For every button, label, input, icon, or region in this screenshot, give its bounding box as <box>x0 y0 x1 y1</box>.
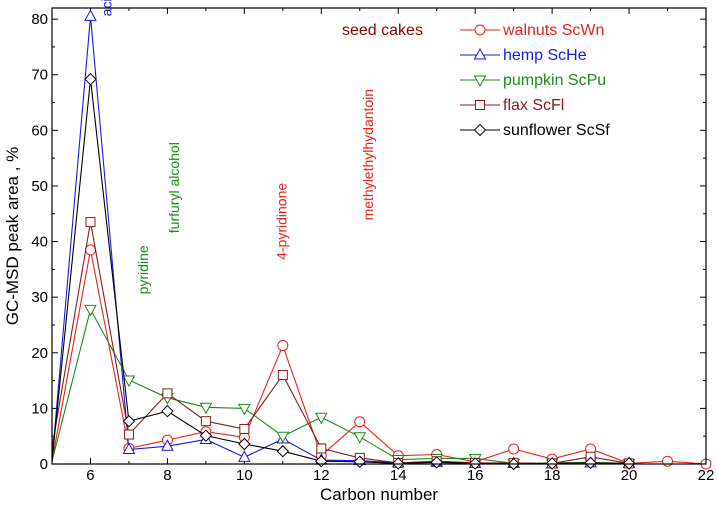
annotation-label: furfuryl alcohol <box>166 142 182 233</box>
data-point <box>123 429 134 440</box>
data-point <box>277 370 288 381</box>
annotation-label: 4-pyridinone <box>274 183 290 260</box>
data-point <box>122 442 136 455</box>
data-point <box>314 412 328 425</box>
data-point <box>475 100 485 110</box>
legend-entry: flax ScFl <box>460 97 564 114</box>
data-point <box>84 9 97 21</box>
annotations: acid acetic pyridine furfuryl alcohol 4-pyr… <box>99 0 377 294</box>
data-point <box>84 72 97 86</box>
data-point <box>238 450 251 462</box>
legend-entry: walnuts ScWn <box>460 22 604 39</box>
legend-title: seed cakes <box>342 22 423 39</box>
data-point <box>161 439 174 451</box>
legend-label: sunflower ScSf <box>503 122 610 139</box>
y-tick-label: 60 <box>31 122 48 139</box>
data-point <box>122 375 136 388</box>
annotation-label: methylethylhydantoin <box>360 89 376 221</box>
y-tick-label: 20 <box>31 345 48 362</box>
x-tick-label: 12 <box>313 467 330 484</box>
y-tick-label: 0 <box>40 456 48 473</box>
data-point <box>200 416 211 427</box>
y-tick-label: 10 <box>31 400 48 417</box>
data-point <box>239 423 250 434</box>
series-line <box>51 307 630 464</box>
data-point <box>85 217 96 228</box>
legend-entry: hemp ScHe <box>460 47 587 64</box>
y-axis-title: GC-MSD peak area , % <box>3 147 22 326</box>
tick-labels: 6 8 10 12 14 16 18 20 22 0 10 20 30 40 50 60 70 80 <box>31 11 714 484</box>
data-point <box>354 416 366 428</box>
series-line <box>51 249 707 465</box>
data-point <box>238 403 251 416</box>
x-tick-label: 8 <box>163 467 171 484</box>
data-point <box>276 445 290 458</box>
data-point <box>473 123 487 137</box>
legend: seed cakes walnuts ScWn hemp ScHe pumpkin … <box>342 22 610 139</box>
y-tick-label: 30 <box>31 289 48 306</box>
legend-label: hemp ScHe <box>503 47 587 64</box>
data-point <box>84 304 97 317</box>
x-tick-label: 10 <box>236 467 253 484</box>
data-point <box>508 443 520 455</box>
data-point <box>430 456 443 469</box>
data-point <box>276 431 290 444</box>
data-point <box>353 432 367 444</box>
data-point <box>199 429 213 442</box>
plot-frame <box>51 7 707 465</box>
data-point <box>84 244 96 256</box>
annotation-label: pyridine <box>135 245 151 294</box>
x-tick-label: 14 <box>390 467 407 484</box>
x-tick-label: 20 <box>621 467 638 484</box>
legend-entry: pumpkin ScPu <box>460 72 606 89</box>
y-tick-label: 40 <box>31 234 48 251</box>
data-point <box>662 455 674 467</box>
data-point <box>122 414 136 428</box>
x-tick-label: 22 <box>698 467 715 484</box>
annotation-label: acid acetic <box>99 0 115 16</box>
data-point <box>474 24 486 36</box>
data-point <box>316 443 327 454</box>
legend-label: pumpkin ScPu <box>503 72 606 89</box>
y-tick-label: 50 <box>31 178 48 195</box>
x-tick-label: 18 <box>544 467 561 484</box>
data-point <box>473 47 487 60</box>
series-sunflower <box>51 72 636 471</box>
y-tick-label: 80 <box>31 11 48 28</box>
data-point <box>162 388 173 399</box>
legend-label: walnuts ScWn <box>502 22 604 39</box>
legend-label: flax ScFl <box>503 97 564 114</box>
y-tick-label: 70 <box>31 67 48 84</box>
data-point <box>161 404 174 418</box>
series-layer <box>51 9 712 471</box>
data-point <box>199 402 213 415</box>
data-point <box>238 437 251 451</box>
x-axis-title: Carbon number <box>320 485 438 504</box>
tick-marks <box>51 8 707 465</box>
x-tick-label: 6 <box>86 467 94 484</box>
data-point <box>277 340 289 352</box>
legend-entry: sunflower ScSf <box>460 122 610 139</box>
x-tick-label: 16 <box>467 467 484 484</box>
data-point <box>584 456 597 470</box>
series-pumpkin <box>51 304 636 471</box>
data-point <box>473 75 487 88</box>
